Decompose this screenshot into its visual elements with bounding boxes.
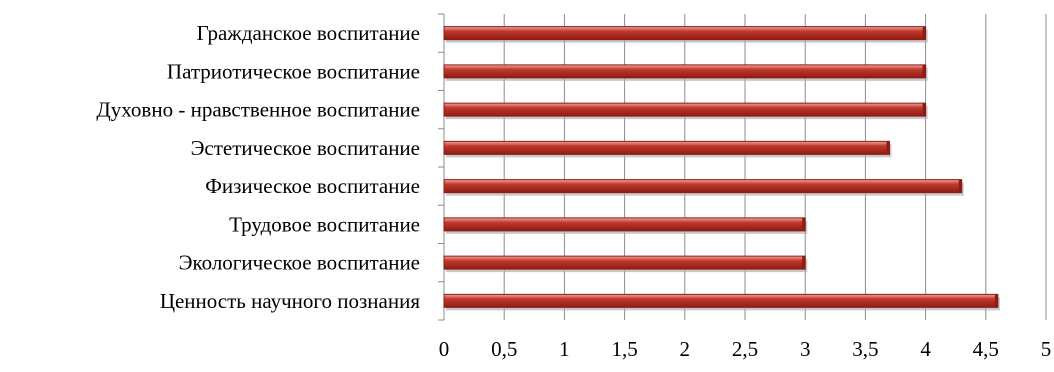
category-label: Физическое воспитание <box>205 174 420 198</box>
bar <box>443 64 928 81</box>
bars <box>443 26 1000 311</box>
x-tick-label: 5 <box>1041 337 1052 361</box>
bar <box>443 140 892 158</box>
category-label: Гражданское воспитание <box>197 21 420 45</box>
x-tick-label: 1 <box>559 337 570 361</box>
x-tick-label: 3 <box>800 337 811 361</box>
grid-lines <box>503 14 1047 320</box>
bar <box>443 217 808 234</box>
bar <box>443 26 928 43</box>
category-label: Эстетическое воспитание <box>191 136 420 160</box>
bar <box>443 293 1000 311</box>
x-tick-label: 1,5 <box>611 337 637 361</box>
axes <box>438 13 445 321</box>
x-tick-label: 4 <box>920 337 931 361</box>
category-label: Духовно - нравственное воспитание <box>96 98 420 122</box>
category-labels: Гражданское воспитание Патриотическое вос… <box>96 21 420 313</box>
x-tick-label: 3,5 <box>852 337 878 361</box>
x-tick-labels: 0 0,5 1 1,5 2 2,5 3 3,5 4 4,5 5 <box>439 337 1052 361</box>
x-tick-label: 0 <box>439 337 450 361</box>
bar <box>443 255 808 273</box>
category-label: Патриотическое воспитание <box>167 59 420 83</box>
x-tick-label: 2 <box>680 337 691 361</box>
x-tick-label: 2,5 <box>732 337 758 361</box>
category-label: Трудовое воспитание <box>229 212 420 236</box>
x-tick-label: 0,5 <box>491 337 517 361</box>
x-tick-label: 4,5 <box>973 337 999 361</box>
category-label: Ценность научного познания <box>160 289 421 313</box>
bar <box>443 102 928 120</box>
bar <box>443 179 964 196</box>
category-label: Экологическое воспитание <box>179 251 420 275</box>
